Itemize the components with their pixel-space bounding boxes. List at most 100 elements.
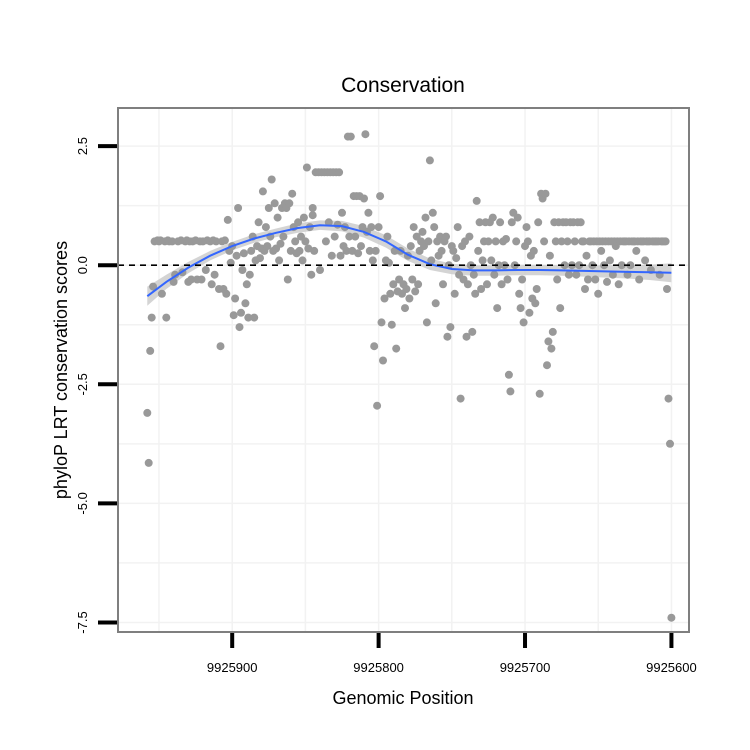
data-point [487, 256, 496, 265]
data-point [579, 237, 588, 246]
data-point [207, 280, 216, 289]
data-point [453, 223, 462, 232]
data-point [484, 237, 493, 246]
data-point [222, 289, 231, 298]
data-point [424, 237, 433, 246]
data-point [389, 280, 398, 289]
data-point [490, 270, 499, 279]
data-point [560, 261, 569, 270]
data-point [387, 320, 396, 329]
data-point [401, 304, 409, 313]
data-point [472, 196, 481, 205]
data-point [392, 344, 401, 353]
data-point [291, 237, 300, 246]
data-point [298, 256, 307, 265]
data-point [336, 251, 345, 260]
data-point [488, 213, 497, 222]
data-point [333, 220, 342, 229]
data-point [234, 204, 243, 212]
data-point [216, 342, 225, 351]
data-point [187, 275, 196, 284]
data-point [245, 270, 254, 279]
smooth-line-layer [146, 224, 672, 297]
data-point [239, 249, 248, 258]
data-point [594, 289, 603, 298]
data-point [308, 204, 317, 212]
y-tick-label: -2.5 [75, 373, 90, 395]
data-point [405, 294, 414, 303]
plot-frame [117, 107, 690, 633]
y-tick-label: -7.5 [75, 611, 90, 633]
data-point [563, 237, 572, 246]
data-point [516, 304, 525, 313]
data-point [147, 313, 156, 322]
x-tick-label: 9925600 [646, 660, 697, 675]
data-point [597, 246, 606, 255]
data-point [502, 235, 510, 243]
data-point [531, 299, 540, 308]
data-point [471, 289, 480, 298]
data-point [556, 304, 565, 313]
data-point [430, 223, 439, 232]
data-point [324, 218, 333, 227]
data-point [608, 270, 617, 279]
data-point [603, 277, 611, 286]
data-point [605, 256, 614, 265]
data-point [244, 313, 253, 322]
data-point [237, 308, 245, 317]
data-point [667, 613, 676, 622]
data-point [316, 266, 324, 274]
data-point [483, 280, 491, 289]
data-point [149, 282, 158, 291]
data-point [462, 332, 471, 341]
y-axis: 2.5 0.0 -2.5 -5.0 -7.5 [75, 137, 117, 634]
data-point [263, 242, 272, 251]
data-point [321, 237, 330, 246]
data-point [308, 211, 317, 220]
y-tick-label: -5.0 [75, 492, 90, 514]
data-point [431, 299, 440, 308]
data-point [664, 394, 673, 403]
data-point [402, 285, 411, 293]
data-point [220, 236, 229, 245]
data-point [276, 239, 285, 248]
x-tick-label: 9925900 [207, 660, 258, 675]
data-point [197, 275, 206, 284]
grid-lines [118, 108, 689, 632]
smooth-line [146, 224, 672, 297]
data-point [515, 289, 524, 298]
data-point [475, 218, 484, 227]
data-point [144, 458, 153, 467]
data-point [443, 332, 452, 341]
data-point [522, 223, 531, 232]
data-point [494, 261, 503, 270]
data-point [465, 232, 474, 241]
data-point [491, 237, 500, 246]
chart-title: Conservation [341, 74, 465, 97]
data-point [351, 232, 360, 241]
data-point [361, 130, 370, 139]
x-axis-title: Genomic Position [332, 688, 473, 708]
data-point [503, 275, 512, 284]
data-point [338, 208, 346, 217]
data-point [377, 318, 386, 327]
data-point [345, 232, 354, 241]
data-point [168, 237, 177, 246]
data-point [626, 261, 635, 270]
data-point [535, 389, 544, 398]
data-point [425, 156, 434, 165]
x-tick-label: 9925800 [353, 660, 404, 675]
data-point [553, 275, 562, 284]
data-point [360, 194, 368, 203]
data-point [439, 280, 447, 289]
data-point [641, 256, 650, 265]
data-point [576, 218, 585, 227]
data-point [386, 289, 395, 298]
data-point [295, 246, 304, 255]
data-point [327, 251, 336, 260]
data-point [273, 213, 282, 222]
data-point [506, 387, 515, 396]
x-tick-label: 9925700 [500, 660, 551, 675]
data-point [143, 408, 152, 417]
